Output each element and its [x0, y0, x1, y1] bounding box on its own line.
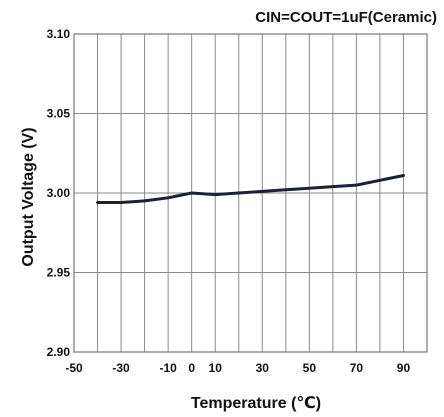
x-tick-label-7: 70	[350, 361, 364, 375]
y-axis-label: Output Voltage (V)	[20, 127, 37, 266]
x-tick-label-1: -30	[112, 361, 130, 375]
chart-title: CIN=COUT=1uF(Ceramic)	[255, 9, 437, 26]
x-tick-label-0: -50	[65, 361, 83, 375]
x-tick-label-8: 90	[397, 361, 411, 375]
x-tick-label-5: 30	[256, 361, 270, 375]
plot-frame	[73, 33, 428, 353]
y-tick-label-3: 3.05	[47, 107, 71, 121]
y-tick-label-4: 3.10	[47, 27, 71, 41]
y-tick-label-2: 3.00	[47, 186, 71, 200]
x-tick-label-6: 50	[303, 361, 317, 375]
tick-labels: -50 -30 -10 0 10 30 50 70 90 2.90 2.95 3.00 3.05 3.10	[47, 27, 411, 375]
series-line-0	[96, 174, 405, 204]
series-layer	[96, 174, 405, 204]
x-tick-label-4: 10	[209, 361, 223, 375]
y-tick-label-1: 2.95	[47, 266, 71, 280]
x-tick-label-3: 0	[188, 361, 195, 375]
x-axis-label: Temperature (℃)	[191, 395, 321, 412]
x-tick-label-2: -10	[159, 361, 177, 375]
y-tick-label-0: 2.90	[47, 345, 71, 359]
